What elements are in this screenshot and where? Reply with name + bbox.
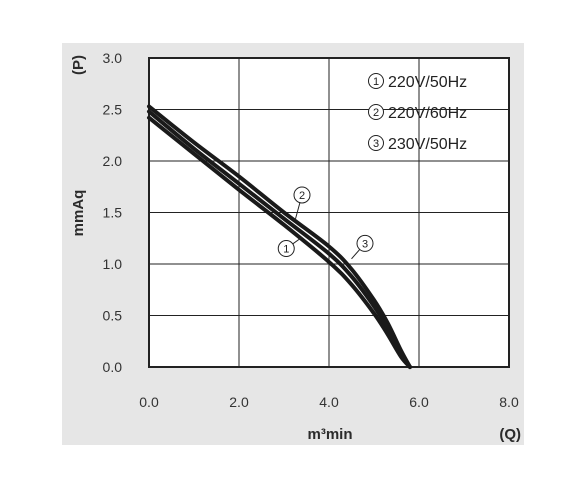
legend-label-1: 220V/50Hz xyxy=(388,74,467,91)
legend-marker-2 xyxy=(368,104,384,120)
callout-bubble-3 xyxy=(356,234,374,252)
y-tick-label: 1.5 xyxy=(103,205,123,221)
legend-marker-2-label: 2 xyxy=(373,107,379,119)
legend-marker-3-label: 3 xyxy=(373,138,379,150)
y-tick-label: 2.5 xyxy=(103,102,123,118)
x-tick-label: 0.0 xyxy=(139,394,159,410)
legend-item-2: 2 220V/60Hz xyxy=(368,104,467,122)
y-axis-title: mmAq xyxy=(70,190,87,237)
legend-label-2: 220V/60Hz xyxy=(388,105,467,122)
callout-bubble-1 xyxy=(277,240,295,258)
legend: 1 220V/50Hz 2 220V/60Hz 3 230V/50Hz xyxy=(368,73,467,153)
series-callouts: 1 2 3 xyxy=(277,186,374,260)
legend-label-3: 230V/50Hz xyxy=(388,136,467,153)
y-tick-label: 3.0 xyxy=(103,50,123,66)
x-tick-label: 8.0 xyxy=(499,394,519,410)
callout-label-2: 2 xyxy=(299,190,305,202)
x-axis-title: m³min xyxy=(308,426,353,443)
series-line-1 xyxy=(147,115,412,369)
callout-label-3: 3 xyxy=(362,238,368,250)
y-tick-label: 2.0 xyxy=(103,153,123,169)
y-axis-unit: (P) xyxy=(70,55,87,75)
series-lines xyxy=(147,104,412,369)
x-tick-label: 2.0 xyxy=(229,394,249,410)
legend-marker-3 xyxy=(368,135,384,151)
callout-bubble-2 xyxy=(293,186,311,204)
x-tick-label: 4.0 xyxy=(319,394,339,410)
series-line-3 xyxy=(147,109,412,369)
callout-label-1: 1 xyxy=(283,244,289,256)
x-tick-label: 6.0 xyxy=(409,394,429,410)
y-tick-label: 1.0 xyxy=(103,256,123,272)
y-tick-labels: 0.0 0.5 1.0 1.5 2.0 2.5 3.0 xyxy=(103,50,123,375)
legend-marker-1 xyxy=(368,73,384,89)
x-axis-unit: (Q) xyxy=(499,426,521,443)
x-tick-labels: 0.0 2.0 4.0 6.0 8.0 xyxy=(139,394,519,410)
y-tick-label: 0.0 xyxy=(103,359,123,375)
legend-item-1: 1 220V/50Hz xyxy=(368,73,467,91)
legend-item-3: 3 230V/50Hz xyxy=(368,135,467,153)
y-tick-label: 0.5 xyxy=(103,308,123,324)
legend-marker-1-label: 1 xyxy=(373,76,379,88)
gridlines xyxy=(149,58,509,367)
